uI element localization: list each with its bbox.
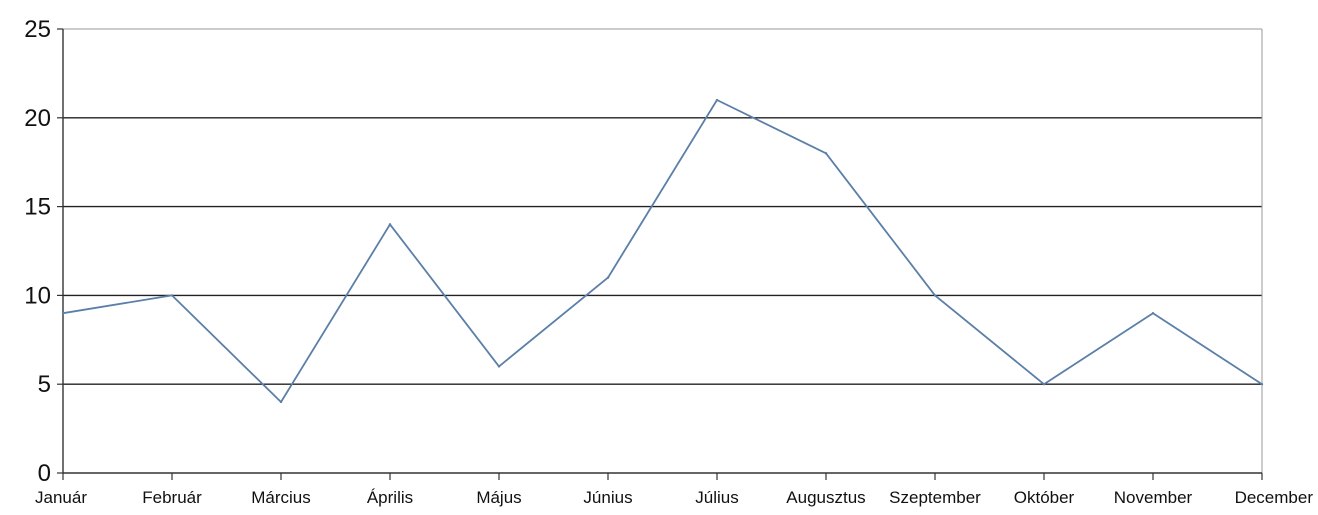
data-point [933,294,937,297]
data-point [279,400,283,404]
data-point [497,365,501,368]
data-point [1042,383,1046,386]
y-tick-label: 5 [38,371,51,398]
x-tick-label: Október [1014,488,1075,507]
series-layer [61,98,1264,404]
x-tick-label: Április [367,488,413,507]
x-tick-label: Február [142,488,202,507]
y-tick-label: 0 [38,460,51,487]
y-tick-label: 20 [24,105,51,132]
y-tick-label: 10 [24,282,51,309]
data-point [61,311,65,315]
data-point [715,98,719,102]
y-tick-label: 15 [24,194,51,221]
gridlines [63,28,1262,385]
data-point [170,294,174,297]
y-tick-label: 25 [24,16,51,43]
series-line-0 [62,99,1263,403]
x-tick-label: November [1114,488,1193,507]
x-tick-label: Augusztus [786,488,865,507]
x-tick-label: Június [583,488,632,507]
data-point [824,152,828,155]
data-point [1151,311,1155,315]
x-tick-label: Szeptember [889,488,981,507]
x-tick-label: Május [476,488,521,507]
x-tick-label: December [1235,488,1314,507]
x-tick-labels: Január Február Március Április Május Június Jú… [35,488,1313,507]
data-point [606,276,610,279]
data-point [1260,383,1264,386]
x-tick-label: Július [695,488,738,507]
data-point [388,223,392,226]
x-tick-label: Január [35,488,87,507]
x-tick-label: Március [251,488,311,507]
axes [57,28,1263,480]
y-tick-labels: 0 5 10 15 20 25 [24,16,51,487]
